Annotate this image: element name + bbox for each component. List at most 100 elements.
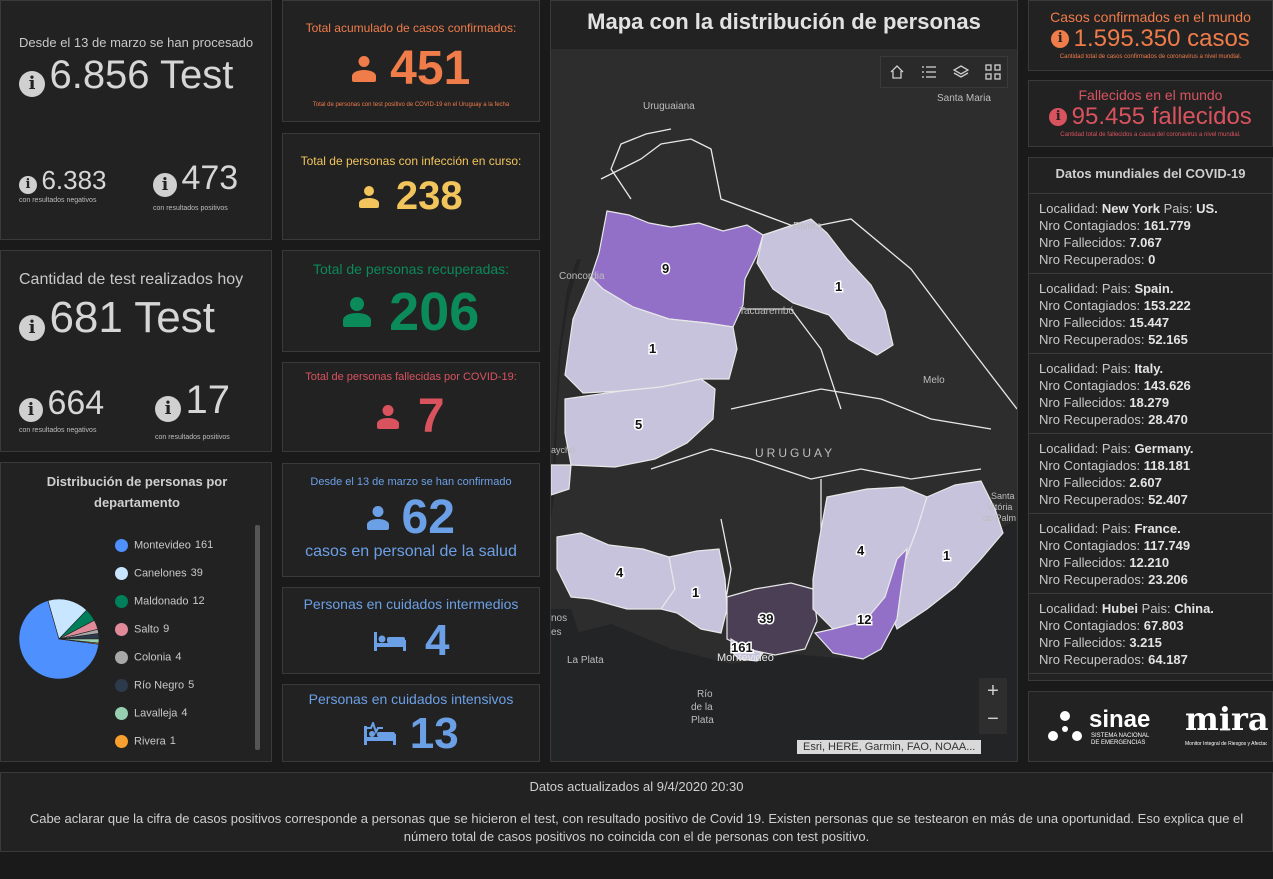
world-infected: 161.779 [1143,218,1191,233]
world-locality-label: Localidad: [1039,281,1099,296]
river-plate [551,609,731,689]
world-list-item: Localidad: Pais: France. Nro Contagiados:… [1029,514,1272,594]
world-infected-label: Nro Contagiados: [1039,218,1141,233]
recovered-label: Total de personas recuperadas: [312,261,510,277]
sinae-logo-text: sinae [1089,706,1151,733]
footer-note: Cabe aclarar que la cifra de casos posit… [29,811,1244,844]
region-maldonado[interactable] [813,547,908,660]
region-paysandu[interactable] [564,275,738,394]
count-label-lavalleja: 4 [857,543,865,558]
sinae-logo-subtext: SISTEMA NACIONAL DE EMERGENCIAS [1091,733,1150,746]
world-list-item: Localidad: Pais: Germany. Nro Contagiados… [1029,434,1272,514]
world-recovered-label: Nro Recuperados: [1039,412,1145,427]
intermediate-care-value: 4 [424,616,450,665]
city-label-montevideo: Montevideo [717,652,774,664]
region-rivera[interactable] [756,218,894,356]
intensive-care-label: Personas en cuidados intensivos [308,691,514,707]
region-san-jose[interactable] [660,548,728,634]
city-label-santa-vitoria-3: do Palm [983,513,1016,523]
world-confirmed-title: Casos confirmados en el mundo [1050,9,1251,25]
footer-panel: Datos actualizados al 9/4/2020 20:30 Cab… [0,772,1273,852]
mira-logo-subtext: Monitor Integral de Riesgos y Afectacion… [1185,741,1267,747]
active-panel: Total de personas con infección en curso… [282,133,540,240]
tests-total-value: 6.856 Test [49,53,234,97]
city-label-santa-maria: Santa Maria [937,93,991,104]
world-confirmed-value: 1.595.350 casos [1073,25,1250,52]
info-icon: i [19,70,45,97]
map-view[interactable]: Uruguaiana Santa Maria Rivera Concordia … [551,49,1017,761]
legend-scrollbar[interactable] [255,525,260,750]
legend-button[interactable] [915,58,943,86]
tests-total-negative-value: 6.383 [41,165,107,195]
world-country-label: Pais: [1101,521,1131,536]
legend-item-río-negro[interactable]: Río Negro 5 [115,679,194,692]
world-country: Spain. [1134,281,1174,296]
world-country: Germany. [1134,441,1194,456]
health-staff-label: Desde el 13 de marzo se han confirmado [310,476,512,488]
world-country: China. [1174,601,1214,616]
region-rio-negro[interactable] [564,378,716,468]
count-label-san-jose: 1 [692,585,699,600]
home-button[interactable] [883,58,911,86]
world-infected: 153.222 [1143,298,1191,313]
world-list[interactable]: Localidad: New York Pais: US. Nro Contagi… [1029,194,1272,680]
legend-label: Colonia [134,651,172,664]
legend-value: 161 [194,539,214,552]
legend-swatch [115,623,128,636]
bed-icon [373,632,406,651]
pie-slice-montevideo[interactable] [18,600,100,680]
region-soriano [551,464,572,496]
health-staff-panel: Desde el 13 de marzo se han confirmado 6… [282,463,540,577]
legend-swatch [115,567,128,580]
footer-updated: Datos actualizados al 9/4/2020 20:30 [529,779,744,794]
legend-item-colonia[interactable]: Colonia 4 [115,651,181,664]
confirmed-note: Total de personas con test positivo de C… [312,102,510,108]
legend-label: Montevideo [134,539,191,552]
intensive-care-value: 13 [409,709,459,758]
city-label-la-plata: La Plata [567,655,604,666]
world-locality: Hubei [1101,601,1139,616]
world-locality: New York [1101,201,1160,216]
legend-item-maldonado[interactable]: Maldonado 12 [115,595,205,608]
basemap-button[interactable] [979,58,1007,86]
count-label-rivera: 1 [835,279,842,294]
tests-today-positive-value: 17 [185,378,230,422]
legend-item-montevideo[interactable]: Montevideo 161 [115,539,213,552]
country-label-uruguay: URUGUAY [755,446,835,460]
legend-item-salto[interactable]: Salto 9 [115,623,169,636]
legend-item-rivera[interactable]: Rivera 1 [115,735,176,748]
region-montevideo[interactable] [730,637,765,662]
world-recovered: 64.187 [1148,652,1188,667]
world-list-item: Localidad: Pais: Italy. Nro Contagiados: … [1029,354,1272,434]
world-infected: 117.749 [1143,538,1191,553]
pie-slice-rivera[interactable] [58,638,100,645]
zoom-in-button[interactable]: + [979,678,1007,706]
world-country-label: Pais: [1141,601,1171,616]
layers-icon [953,65,969,78]
count-label-montevideo: 161 [731,640,753,655]
world-locality-label: Localidad: [1039,601,1099,616]
city-label-tacuarembo: Tacuarembó [739,306,794,317]
layers-button[interactable] [947,58,975,86]
legend-label: Canelones [134,567,187,580]
legend-item-lavalleja[interactable]: Lavalleja 4 [115,707,188,720]
active-label: Total de personas con infección en curso… [300,154,522,168]
world-recovered: 28.470 [1148,412,1188,427]
legend-label: Rivera [134,735,166,748]
count-label-maldonado: 12 [857,612,871,627]
legend-value: 39 [190,567,203,580]
map-attribution[interactable]: Esri, HERE, Garmin, FAO, NOAA... [797,740,982,754]
legend-value: 1 [169,735,176,748]
zoom-out-button[interactable]: − [979,706,1007,734]
legend-value: 9 [163,623,170,636]
world-locality-label: Localidad: [1039,201,1099,216]
legend-item-canelones[interactable]: Canelones 39 [115,567,203,580]
world-deaths-title: Fallecidos en el mundo [1078,87,1223,103]
world-infected-label: Nro Contagiados: [1039,458,1141,473]
world-infected-label: Nro Contagiados: [1039,618,1141,633]
count-label-salto: 9 [662,261,669,276]
distribution-pie-chart [18,598,100,680]
world-recovered-label: Nro Recuperados: [1039,252,1145,267]
city-label-santa-vitoria-1: Santa [991,491,1015,501]
legend-swatch [115,679,128,692]
